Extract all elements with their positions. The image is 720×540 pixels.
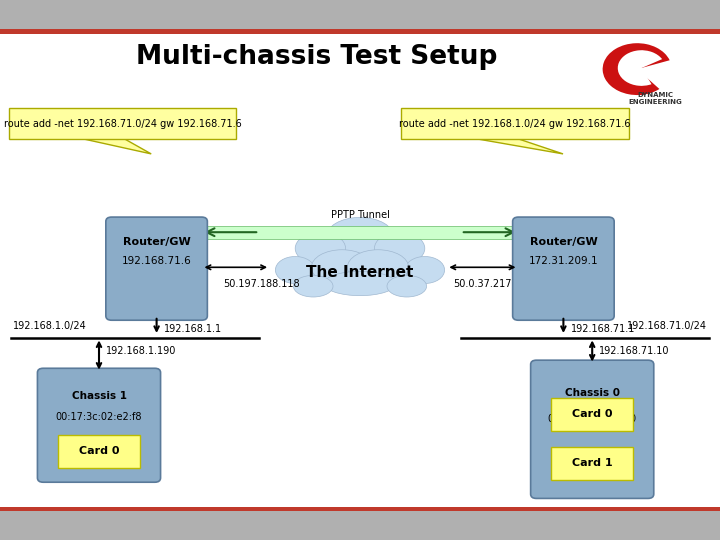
Wedge shape (629, 85, 654, 95)
Text: 192.168.71.10: 192.168.71.10 (599, 346, 670, 356)
FancyBboxPatch shape (551, 447, 634, 480)
Text: 192.168.1.0/24: 192.168.1.0/24 (13, 321, 86, 331)
Wedge shape (603, 43, 670, 95)
Text: Card 0: Card 0 (572, 409, 613, 420)
Text: 50.197.188.118: 50.197.188.118 (223, 279, 300, 289)
Text: Card 0: Card 0 (78, 446, 120, 456)
Polygon shape (470, 138, 563, 154)
Text: Chassis 0: Chassis 0 (564, 388, 620, 398)
FancyBboxPatch shape (513, 217, 614, 320)
Ellipse shape (325, 217, 395, 258)
Text: route add -net 192.168.1.0/24 gw 192.168.71.6: route add -net 192.168.1.0/24 gw 192.168… (399, 119, 631, 129)
Text: 4: 4 (698, 521, 706, 530)
Ellipse shape (387, 275, 426, 297)
Text: 192.168.1.1: 192.168.1.1 (164, 324, 222, 334)
Ellipse shape (374, 232, 425, 265)
Ellipse shape (311, 249, 373, 285)
FancyBboxPatch shape (37, 368, 161, 482)
Text: Chassis 1: Chassis 1 (71, 391, 127, 401)
Polygon shape (78, 138, 151, 154)
Ellipse shape (405, 256, 444, 284)
FancyBboxPatch shape (551, 398, 634, 431)
Text: DYNAMIC
ENGINEERING: DYNAMIC ENGINEERING (629, 92, 682, 105)
Text: 192.168.1.190: 192.168.1.190 (107, 346, 176, 356)
Text: 192.168.71.0/24: 192.168.71.0/24 (627, 321, 707, 331)
Ellipse shape (294, 275, 333, 297)
Text: 00:17:3c:02:e2:f8: 00:17:3c:02:e2:f8 (55, 412, 143, 422)
Text: Proprietary and Confidential: Proprietary and Confidential (242, 521, 420, 530)
Text: route add -net 192.168.71.0/24 gw 192.168.71.6: route add -net 192.168.71.0/24 gw 192.16… (4, 119, 241, 129)
Ellipse shape (324, 271, 396, 296)
FancyBboxPatch shape (9, 108, 236, 139)
Text: 192.168.71.6: 192.168.71.6 (122, 256, 192, 266)
Text: The Internet: The Internet (306, 265, 414, 280)
Text: 192.168.71.1: 192.168.71.1 (571, 324, 635, 334)
Text: 50.0.37.217: 50.0.37.217 (453, 279, 511, 289)
FancyBboxPatch shape (202, 226, 518, 239)
FancyBboxPatch shape (58, 435, 140, 468)
Text: Router/GW: Router/GW (122, 237, 191, 247)
Text: Card 1: Card 1 (572, 458, 613, 468)
Text: 00:17:3c:02:1e:d0: 00:17:3c:02:1e:d0 (548, 414, 636, 424)
Ellipse shape (347, 249, 409, 285)
FancyBboxPatch shape (401, 108, 629, 139)
Ellipse shape (295, 232, 346, 265)
Text: 172.31.209.1: 172.31.209.1 (528, 256, 598, 266)
FancyBboxPatch shape (106, 217, 207, 320)
Text: PPTP Tunnel: PPTP Tunnel (330, 210, 390, 220)
Text: Multi-chassis Test Setup: Multi-chassis Test Setup (136, 44, 498, 70)
Text: Router/GW: Router/GW (529, 237, 598, 247)
FancyBboxPatch shape (531, 360, 654, 498)
Ellipse shape (276, 256, 315, 284)
Wedge shape (618, 50, 662, 86)
